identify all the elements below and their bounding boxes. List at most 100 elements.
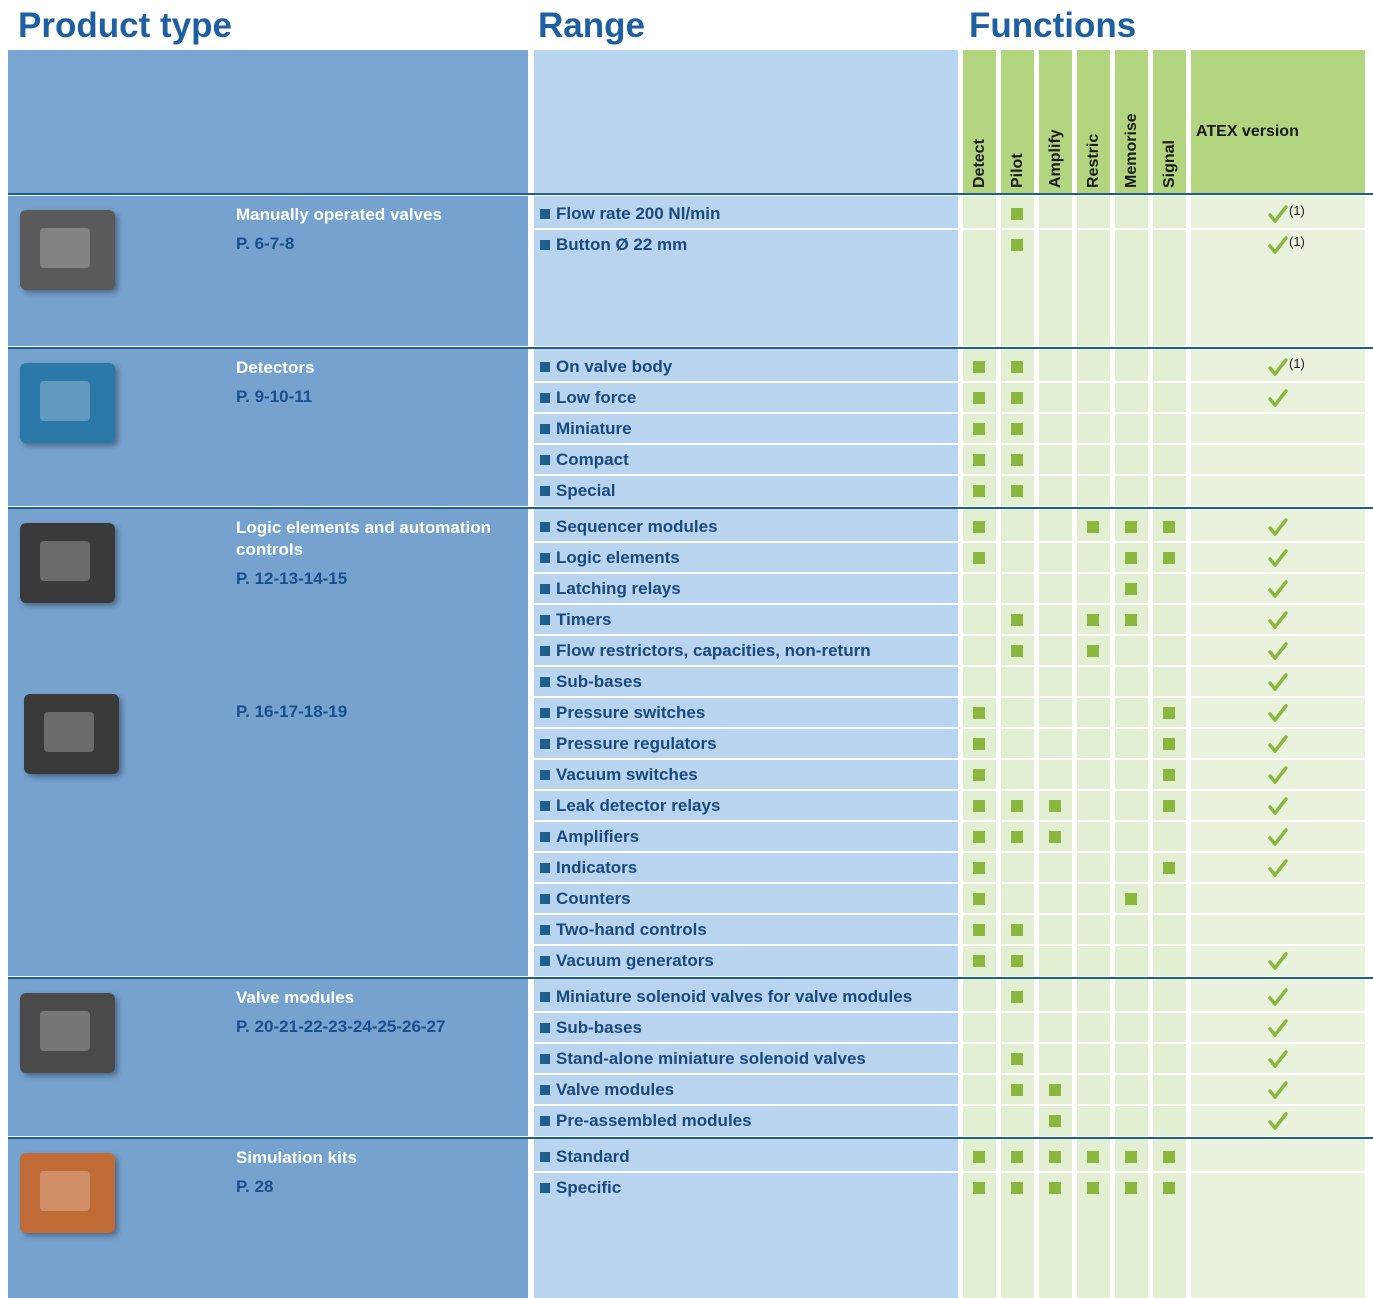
- function-bg: [1077, 509, 1110, 976]
- function-header: Pilot: [1006, 60, 1030, 188]
- function-mark: [1163, 1182, 1175, 1194]
- function-mark: [973, 893, 985, 905]
- atex-bg: [1191, 1139, 1365, 1298]
- page-ref: P. 16-17-18-19: [236, 702, 347, 722]
- function-mark: [973, 454, 985, 466]
- function-mark: [1125, 1151, 1137, 1163]
- row-rule: [534, 474, 1365, 476]
- product-image-detail: [40, 1011, 90, 1051]
- atex-note: (1): [1289, 356, 1305, 371]
- function-mark: [1125, 614, 1137, 626]
- range-item: On valve body: [556, 352, 672, 381]
- function-mark: [1049, 1182, 1061, 1194]
- function-mark: [973, 924, 985, 936]
- function-mark: [1087, 1182, 1099, 1194]
- function-mark: [973, 831, 985, 843]
- function-mark: [1163, 800, 1175, 812]
- page-ref: P. 6-7-8: [236, 234, 294, 254]
- group-rule: [8, 1137, 1373, 1139]
- range-bullet: [540, 956, 550, 966]
- function-mark: [1163, 769, 1175, 781]
- product-image-detail: [40, 381, 90, 421]
- function-mark: [1011, 800, 1023, 812]
- atex-check: [1268, 797, 1288, 815]
- function-header: Amplify: [1044, 60, 1068, 188]
- function-header: Detect: [968, 60, 992, 188]
- range-bullet: [540, 393, 550, 403]
- row-rule: [534, 882, 1365, 884]
- product-image-detail: [44, 712, 94, 752]
- function-mark: [1011, 1151, 1023, 1163]
- function-mark: [1163, 862, 1175, 874]
- function-mark: [1011, 1084, 1023, 1096]
- range-item: Sub-bases: [556, 667, 642, 696]
- function-mark: [973, 862, 985, 874]
- product-image-detail: [40, 1171, 90, 1211]
- function-mark: [1049, 831, 1061, 843]
- row-rule: [534, 851, 1365, 853]
- function-mark: [973, 392, 985, 404]
- row-rule: [534, 381, 1365, 383]
- range-item: Latching relays: [556, 574, 681, 603]
- function-mark: [973, 552, 985, 564]
- function-mark: [973, 1151, 985, 1163]
- range-bullet: [540, 1183, 550, 1193]
- atex-check: [1268, 549, 1288, 567]
- function-mark: [973, 738, 985, 750]
- function-mark: [1163, 738, 1175, 750]
- range-bullet: [540, 832, 550, 842]
- range-bullet: [540, 708, 550, 718]
- range-item: Miniature: [556, 414, 632, 443]
- atex-check: [1268, 673, 1288, 691]
- range-item: Low force: [556, 383, 636, 412]
- range-item: Vacuum switches: [556, 760, 698, 789]
- atex-check: [1268, 580, 1288, 598]
- function-mark: [1049, 1151, 1061, 1163]
- group-name: Detectors: [236, 357, 526, 379]
- range-bullet: [540, 863, 550, 873]
- header-rule: [8, 193, 1373, 195]
- function-mark: [1125, 893, 1137, 905]
- atex-check: [1268, 952, 1288, 970]
- range-bullet: [540, 1054, 550, 1064]
- function-bg: [1153, 979, 1186, 1136]
- range-bullet: [540, 770, 550, 780]
- page-ref: P. 20-21-22-23-24-25-26-27: [236, 1017, 446, 1037]
- range-item: Flow rate 200 Nl/min: [556, 199, 720, 228]
- function-mark: [1049, 1115, 1061, 1127]
- function-mark: [1125, 583, 1137, 595]
- range-item: Timers: [556, 605, 611, 634]
- function-mark: [1011, 645, 1023, 657]
- function-bg: [963, 196, 996, 346]
- atex-check: [1268, 1019, 1288, 1037]
- range-bullet: [540, 925, 550, 935]
- range-item: Flow restrictors, capacities, non-return: [556, 636, 871, 665]
- range-bullet: [540, 455, 550, 465]
- function-mark: [1163, 1151, 1175, 1163]
- atex-check: [1268, 704, 1288, 722]
- function-mark: [1087, 614, 1099, 626]
- function-bg: [1001, 509, 1034, 976]
- header-range-bg: [534, 50, 958, 193]
- function-mark: [1011, 239, 1023, 251]
- atex-check: [1268, 735, 1288, 753]
- atex-check: [1268, 236, 1288, 254]
- range-bullet: [540, 1152, 550, 1162]
- range-bullet: [540, 1116, 550, 1126]
- range-item: Counters: [556, 884, 631, 913]
- row-rule: [534, 603, 1365, 605]
- range-item: Pre-assembled modules: [556, 1106, 752, 1135]
- atex-check: [1268, 642, 1288, 660]
- function-mark: [1011, 361, 1023, 373]
- atex-check: [1268, 611, 1288, 629]
- function-bg: [1115, 979, 1148, 1136]
- atex-check: [1268, 1050, 1288, 1068]
- function-mark: [1011, 208, 1023, 220]
- page-ref: P. 12-13-14-15: [236, 569, 347, 589]
- function-bg: [1077, 349, 1110, 506]
- function-bg: [1115, 509, 1148, 976]
- range-bullet: [540, 209, 550, 219]
- function-mark: [1011, 614, 1023, 626]
- range-bullet: [540, 240, 550, 250]
- range-item: Standard: [556, 1142, 630, 1171]
